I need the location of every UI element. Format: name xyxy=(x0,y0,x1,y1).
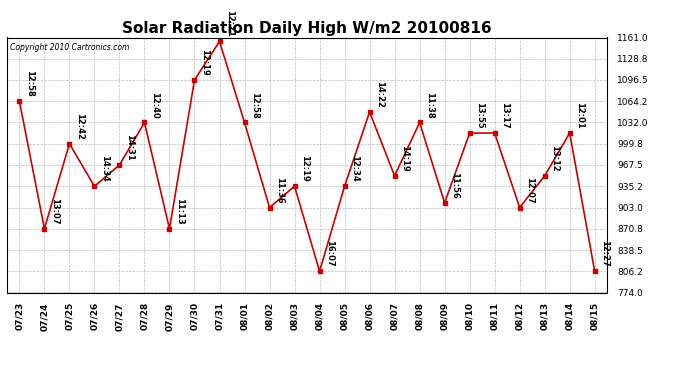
Text: 14:34: 14:34 xyxy=(100,155,109,182)
Text: 13:12: 13:12 xyxy=(550,145,559,172)
Text: 13:55: 13:55 xyxy=(475,102,484,129)
Text: 12:42: 12:42 xyxy=(75,112,84,140)
Title: Solar Radiation Daily High W/m2 20100816: Solar Radiation Daily High W/m2 20100816 xyxy=(122,21,492,36)
Text: 14:31: 14:31 xyxy=(125,134,134,161)
Text: 14:19: 14:19 xyxy=(400,145,409,172)
Text: 11:36: 11:36 xyxy=(275,177,284,203)
Text: 12:19: 12:19 xyxy=(300,155,309,182)
Text: 12:58: 12:58 xyxy=(25,70,34,97)
Text: 13:07: 13:07 xyxy=(50,198,59,225)
Text: 16:07: 16:07 xyxy=(325,240,334,267)
Text: 12:27: 12:27 xyxy=(600,240,609,267)
Text: 12:21: 12:21 xyxy=(225,10,234,37)
Text: 12:40: 12:40 xyxy=(150,92,159,118)
Text: 12:01: 12:01 xyxy=(575,102,584,129)
Text: 13:17: 13:17 xyxy=(500,102,509,129)
Text: Copyright 2010 Cartronics.com: Copyright 2010 Cartronics.com xyxy=(10,43,129,52)
Text: 12:58: 12:58 xyxy=(250,92,259,118)
Text: 12:07: 12:07 xyxy=(525,177,534,203)
Text: 14:22: 14:22 xyxy=(375,81,384,108)
Text: 11:56: 11:56 xyxy=(450,172,459,199)
Text: 12:34: 12:34 xyxy=(350,155,359,182)
Text: 11:38: 11:38 xyxy=(425,92,434,118)
Text: 11:13: 11:13 xyxy=(175,198,184,225)
Text: 12:19: 12:19 xyxy=(200,49,209,76)
